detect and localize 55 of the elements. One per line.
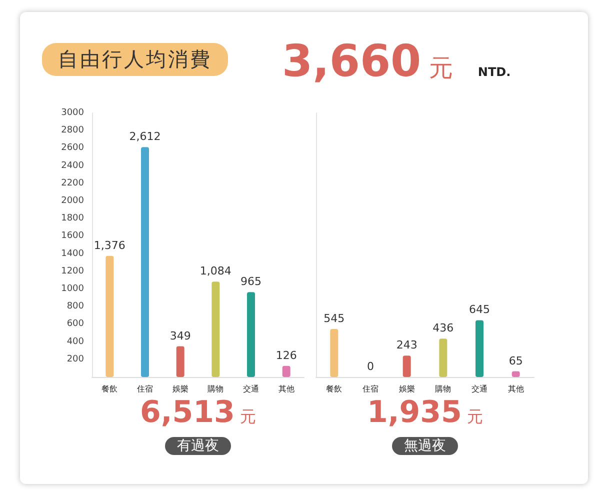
bar — [247, 292, 255, 377]
data-label: 349 — [170, 329, 191, 342]
text: 1,935 元 — [367, 395, 483, 430]
x-axis-title: 有過夜 — [165, 437, 231, 455]
bar — [402, 356, 411, 377]
y-tick-label: 2200 — [61, 178, 84, 188]
bar — [330, 329, 338, 377]
y-tick-label: 3000 — [61, 108, 84, 118]
x-tick-label: 住宿 — [362, 384, 378, 394]
bar — [141, 147, 149, 377]
x-tick-label: 購物 — [435, 384, 452, 394]
y-tick-label: 1400 — [61, 248, 84, 259]
x-tick-label: 娛樂 — [172, 384, 188, 394]
data-label: 545 — [324, 312, 345, 326]
y-tick-label: 1600 — [61, 231, 84, 242]
y-tick-label: 400 — [66, 336, 84, 347]
text: 6,513 元 — [140, 395, 256, 430]
bar — [476, 320, 484, 377]
y-tick-label: 1800 — [61, 214, 84, 224]
data-label: 1,084 — [200, 264, 232, 278]
y-tick-label: 1200 — [61, 266, 84, 276]
bar — [439, 338, 448, 377]
data-label: 243 — [396, 338, 418, 352]
data-label: 1,376 — [94, 238, 126, 252]
data-label: 436 — [432, 322, 454, 335]
y-tick-label: 800 — [66, 302, 84, 312]
data-label: 0 — [367, 360, 374, 373]
x-tick-label: 住宿 — [137, 384, 153, 394]
bar — [106, 256, 114, 377]
x-tick-label: 餐飲 — [326, 384, 342, 394]
x-tick-label: 交通 — [472, 384, 488, 394]
data-label: 965 — [240, 275, 262, 288]
y-tick-label: 2800 — [61, 126, 84, 136]
data-label: 65 — [508, 354, 523, 368]
y-tick-label: 600 — [66, 319, 84, 330]
x-tick-label: 其他 — [508, 384, 524, 394]
y-tick-label: 200 — [66, 354, 84, 364]
bar — [282, 366, 290, 377]
y-tick-label: 2400 — [61, 160, 84, 171]
x-axis-title: 無過夜 — [392, 437, 458, 455]
x-tick-label: 餐飲 — [102, 384, 118, 394]
data-label: 2,612 — [129, 130, 161, 144]
bar — [176, 346, 184, 377]
y-tick-label: 1000 — [61, 284, 84, 294]
x-tick-label: 其他 — [278, 384, 294, 394]
x-tick-label: 購物 — [208, 384, 224, 394]
text: 自由行人均消費 — [42, 43, 228, 76]
text: 3,660 元 NTD. — [282, 36, 511, 87]
data-label: 126 — [276, 348, 297, 362]
y-tick-label: 2000 — [61, 196, 84, 206]
data-label: 645 — [469, 303, 490, 316]
x-tick-label: 娛樂 — [398, 384, 415, 394]
x-tick-label: 交通 — [243, 384, 259, 394]
bar — [212, 282, 220, 377]
y-tick-label: 2600 — [61, 143, 84, 154]
